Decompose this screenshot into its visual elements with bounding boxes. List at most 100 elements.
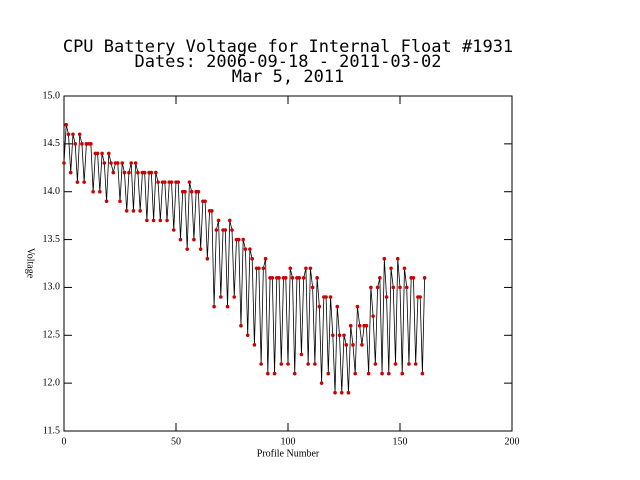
data-point <box>402 266 407 271</box>
y-tick-label: 13.0 <box>43 282 61 293</box>
data-point <box>382 256 387 261</box>
data-point <box>387 371 391 376</box>
data-point <box>299 352 304 357</box>
data-point <box>286 362 290 366</box>
y-tick-label: 13.5 <box>43 234 61 245</box>
data-point <box>310 285 315 290</box>
data-point <box>89 142 93 146</box>
data-point <box>263 256 268 261</box>
data-point <box>277 276 281 280</box>
data-point <box>360 343 364 347</box>
data-point <box>133 161 138 165</box>
data-point <box>378 276 382 280</box>
data-point <box>91 189 95 194</box>
data-point <box>142 170 147 175</box>
data-point <box>82 180 86 184</box>
chart-date: Mar 5, 2011 <box>232 67 345 87</box>
data-point <box>196 189 201 194</box>
data-point <box>216 218 221 223</box>
data-point <box>73 142 77 146</box>
data-point <box>317 304 322 309</box>
chart-subtitle: Dates: 2006-09-18 - 2011-03-02 <box>134 52 441 72</box>
data-point <box>151 218 156 223</box>
data-point <box>418 295 422 299</box>
data-point <box>266 371 270 376</box>
data-point <box>163 180 167 184</box>
data-point <box>236 237 241 242</box>
data-point <box>270 276 275 280</box>
data-point <box>355 304 360 309</box>
data-point <box>371 314 375 318</box>
data-point <box>313 362 317 366</box>
data-point <box>245 333 250 338</box>
y-tick-label: 15.0 <box>43 90 61 101</box>
data-point <box>420 371 425 376</box>
data-point <box>398 285 402 290</box>
data-point <box>192 237 196 242</box>
data-point <box>205 256 210 261</box>
data-point <box>351 343 355 347</box>
x-tick-label: 0 <box>62 436 67 447</box>
data-point <box>203 199 207 204</box>
data-point <box>98 189 102 194</box>
data-point <box>156 180 160 184</box>
data-point <box>111 170 116 175</box>
data-point <box>272 371 277 376</box>
data-point <box>331 333 335 338</box>
y-tick-label: 14.0 <box>43 186 61 197</box>
data-point <box>100 151 104 156</box>
data-point <box>212 304 216 309</box>
data-line <box>63 124 426 393</box>
data-point <box>66 132 71 137</box>
y-tick-label: 11.5 <box>43 425 60 436</box>
data-point <box>337 333 342 338</box>
data-point <box>346 390 351 395</box>
data-point <box>102 161 107 165</box>
data-point <box>411 276 416 280</box>
data-point <box>80 142 84 146</box>
data-point <box>129 161 133 165</box>
data-point <box>301 276 306 280</box>
data-point <box>373 362 378 366</box>
data-point <box>391 285 396 290</box>
data-point <box>223 228 228 232</box>
data-point <box>178 237 183 242</box>
data-point <box>288 266 293 271</box>
data-point <box>241 237 245 242</box>
data-point <box>210 209 214 213</box>
chart-title: CPU Battery Voltage for Internal Float #… <box>63 37 513 57</box>
data-point <box>122 170 127 175</box>
x-axis-label: Profile Number <box>257 448 320 459</box>
data-point <box>95 151 100 156</box>
data-point <box>297 276 302 280</box>
data-point <box>413 362 418 366</box>
data-point <box>279 362 284 366</box>
data-point <box>250 256 254 261</box>
data-point <box>154 170 158 175</box>
data-point <box>248 247 252 251</box>
data-point <box>219 295 223 299</box>
x-tick-label: 200 <box>505 436 520 447</box>
data-point <box>369 285 373 290</box>
data-point <box>259 362 263 366</box>
data-point <box>384 295 389 299</box>
data-point <box>243 247 248 251</box>
data-point <box>304 266 308 271</box>
data-point <box>328 295 333 299</box>
plot-frame <box>63 95 513 432</box>
data-point <box>169 180 174 184</box>
data-point <box>109 161 113 165</box>
data-point <box>107 151 111 156</box>
y-axis-label: Voltage <box>25 248 36 279</box>
data-point <box>308 266 313 271</box>
data-point <box>257 266 261 271</box>
data-point <box>335 304 340 309</box>
data-point <box>319 381 324 385</box>
data-point <box>138 209 142 213</box>
data-point <box>326 371 331 376</box>
data-point <box>333 390 337 395</box>
data-point <box>104 199 109 204</box>
y-tick-label: 14.5 <box>43 138 61 149</box>
data-point <box>380 371 384 376</box>
